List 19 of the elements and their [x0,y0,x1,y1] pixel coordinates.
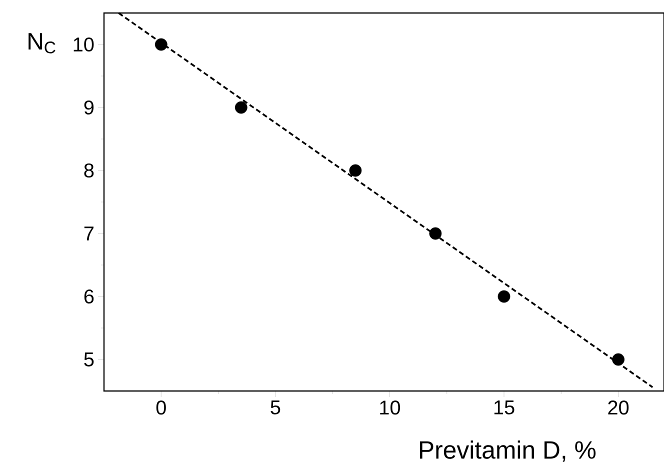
y-tick-label: 5 [84,352,94,366]
point [234,101,248,114]
point [154,38,168,51]
point [429,227,442,240]
x-tick-label: 0 [156,400,166,415]
y-tick-label: 8 [84,163,94,178]
y-tick-label: 10 [74,37,94,52]
y-tick-label: 7 [84,226,94,240]
x-axis-title: Previtamin D, % [420,440,596,462]
x-tick-label: 10 [380,400,400,415]
y-tick-label: 9 [84,100,94,115]
x-tick-label: 20 [608,400,629,415]
point [498,290,510,303]
y-axis-title: N$_{C}$ [28,33,56,54]
x-tick-label: 5 [270,400,280,414]
x-tick-label: 15 [494,400,514,414]
y-tick-label: 6 [84,289,94,304]
point [612,353,624,366]
point [349,164,362,177]
